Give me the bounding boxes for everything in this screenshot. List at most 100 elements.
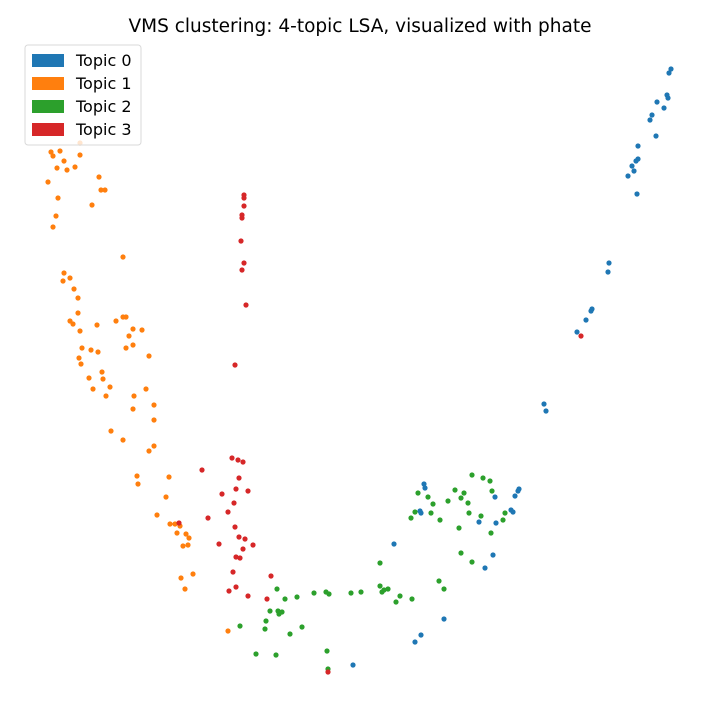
data-point <box>456 525 462 531</box>
data-point <box>146 353 152 359</box>
data-point <box>130 326 136 332</box>
data-point <box>287 631 293 637</box>
legend-frame <box>24 44 142 146</box>
data-point <box>445 498 451 504</box>
data-point <box>233 554 239 560</box>
data-point <box>273 652 279 658</box>
data-point <box>665 95 671 101</box>
data-point <box>437 517 443 523</box>
data-point <box>325 669 331 675</box>
data-point <box>294 594 300 600</box>
data-point <box>482 565 488 571</box>
legend-swatch <box>32 123 64 136</box>
data-point <box>324 648 330 654</box>
data-point <box>245 488 251 494</box>
data-point <box>263 618 269 624</box>
data-point <box>178 575 184 581</box>
data-point <box>358 589 364 595</box>
data-point <box>490 552 496 558</box>
data-point <box>458 495 464 501</box>
data-point <box>107 384 113 390</box>
data-point <box>237 623 243 629</box>
data-point <box>120 254 126 260</box>
data-point <box>103 393 109 399</box>
data-point <box>233 486 239 492</box>
data-point <box>219 491 225 497</box>
data-point <box>274 586 280 592</box>
data-point <box>151 402 157 408</box>
data-point <box>634 191 640 197</box>
legend-swatch <box>32 77 64 90</box>
data-point <box>72 164 78 170</box>
legend-label: Topic 3 <box>75 120 132 139</box>
data-point <box>199 467 205 473</box>
data-point <box>99 369 105 375</box>
data-point <box>543 408 549 414</box>
data-point <box>489 488 495 494</box>
data-point <box>466 510 472 516</box>
data-point <box>480 475 486 481</box>
legend-swatch <box>32 54 64 67</box>
data-point <box>50 153 56 159</box>
series-topic-2 <box>237 472 508 672</box>
data-point <box>75 310 81 316</box>
legend-label: Topic 1 <box>75 74 132 93</box>
data-point <box>67 275 73 281</box>
data-point <box>131 393 137 399</box>
data-point <box>61 158 67 164</box>
data-point <box>53 213 59 219</box>
data-point <box>70 321 76 327</box>
data-point <box>391 541 397 547</box>
data-point <box>412 509 418 515</box>
series-topic-1 <box>45 140 231 634</box>
series-topic-0 <box>350 66 674 668</box>
data-point <box>625 173 631 179</box>
data-point <box>126 333 132 339</box>
data-point <box>276 611 282 617</box>
data-point <box>465 500 471 506</box>
data-point <box>94 322 100 328</box>
data-point <box>134 473 140 479</box>
data-point <box>299 624 305 630</box>
data-point <box>418 632 424 638</box>
data-point <box>86 375 92 381</box>
data-point <box>233 584 239 590</box>
data-point <box>226 588 232 594</box>
data-point <box>167 521 173 527</box>
data-point <box>71 286 77 292</box>
data-point <box>415 490 421 496</box>
data-point <box>54 165 60 171</box>
data-point <box>146 448 152 454</box>
data-point <box>57 148 63 154</box>
data-point <box>225 509 231 515</box>
data-point <box>428 510 434 516</box>
data-point <box>190 571 196 577</box>
data-point <box>240 459 246 465</box>
data-point <box>425 494 431 500</box>
data-point <box>89 202 95 208</box>
points-layer <box>45 66 674 675</box>
data-point <box>629 163 635 169</box>
legend-swatch <box>32 100 64 113</box>
data-point <box>668 66 674 72</box>
data-point <box>412 639 418 645</box>
data-point <box>397 593 403 599</box>
data-point <box>478 513 484 519</box>
legend-label: Topic 2 <box>75 97 132 116</box>
data-point <box>232 524 238 530</box>
data-point <box>79 345 85 351</box>
data-point <box>183 531 189 537</box>
data-point <box>77 328 83 334</box>
data-point <box>55 195 61 201</box>
data-point <box>282 596 288 602</box>
data-point <box>95 349 101 355</box>
data-point <box>430 501 436 507</box>
data-point <box>385 586 391 592</box>
data-point <box>377 560 383 566</box>
data-point <box>236 475 242 481</box>
data-point <box>649 112 655 118</box>
data-point <box>135 481 141 487</box>
data-point <box>123 345 129 351</box>
data-point <box>77 152 83 158</box>
data-point <box>377 583 383 589</box>
